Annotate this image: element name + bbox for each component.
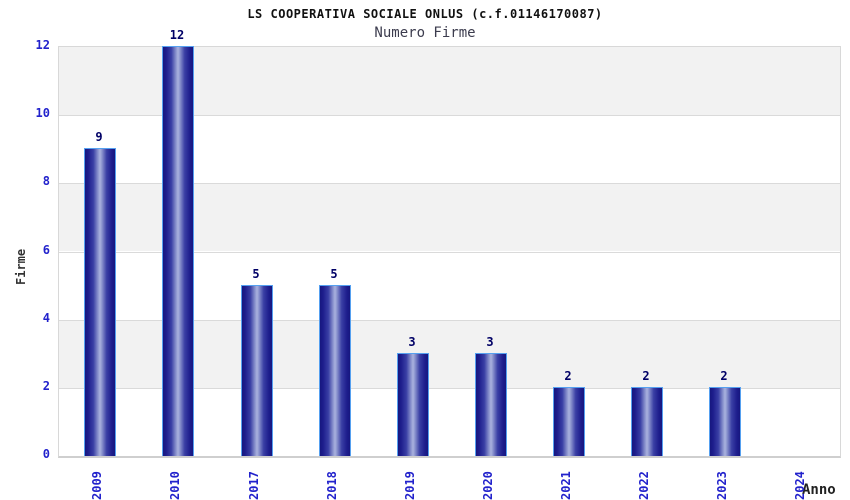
y-tick-label: 12	[35, 38, 50, 52]
x-tick-label-2017: 2017	[247, 471, 261, 500]
x-tick-label-2024: 2024	[793, 471, 807, 500]
x-axis-title: Anno	[802, 482, 836, 498]
chart-subtitle: Numero Firme	[374, 25, 476, 41]
y-tick-label: 6	[42, 243, 50, 257]
bar-2023	[709, 387, 741, 456]
y-tick-label: 4	[42, 311, 50, 325]
bar-2010	[162, 46, 194, 456]
gridline	[59, 387, 840, 389]
bar-value-label: 5	[252, 267, 260, 281]
bar-2019	[397, 353, 429, 456]
bar-value-label: 2	[642, 369, 650, 383]
bar-2017	[241, 285, 273, 456]
x-tick-label-2019: 2019	[403, 471, 417, 500]
bar-value-label: 3	[408, 335, 416, 349]
plot-area	[58, 46, 841, 458]
bar-value-label: 2	[720, 369, 728, 383]
x-tick-label-2010: 2010	[168, 471, 182, 500]
x-tick-label-2022: 2022	[637, 471, 651, 500]
bar-value-label: 12	[169, 28, 185, 42]
gridline	[59, 319, 840, 321]
bar-value-label: 5	[330, 267, 338, 281]
gridline	[59, 251, 840, 253]
bar-value-label: 2	[564, 369, 572, 383]
gridline	[59, 183, 840, 185]
x-tick-label-2021: 2021	[559, 471, 573, 500]
bar-2021	[553, 387, 585, 456]
x-tick-label-2018: 2018	[325, 471, 339, 500]
chart-title: LS COOPERATIVA SOCIALE ONLUS (c.f.011461…	[247, 7, 603, 21]
y-tick-label: 8	[42, 174, 50, 188]
y-tick-label: 2	[42, 379, 50, 393]
bar-value-label: 3	[486, 335, 494, 349]
gridline	[59, 115, 840, 117]
x-tick-label-2023: 2023	[715, 471, 729, 500]
x-tick-label-2009: 2009	[90, 471, 104, 500]
bar-2018	[319, 285, 351, 456]
bar-2020	[475, 353, 507, 456]
bar-2022	[631, 387, 663, 456]
bar-value-label: 9	[95, 130, 103, 144]
y-tick-label: 0	[42, 447, 50, 461]
x-tick-label-2020: 2020	[481, 471, 495, 500]
bar-2009	[84, 148, 116, 456]
y-tick-label: 10	[35, 106, 50, 120]
